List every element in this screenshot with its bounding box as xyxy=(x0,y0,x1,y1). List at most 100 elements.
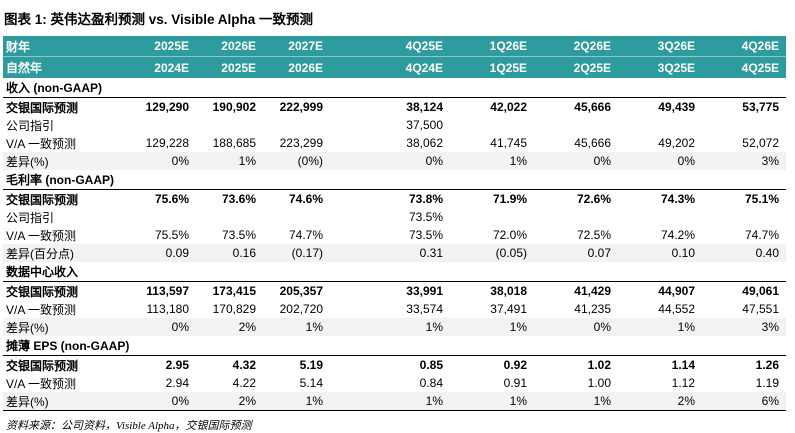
table-row: 交银国际预测 113,597 173,415 205,357 33,991 38,018 4… xyxy=(3,282,786,300)
value-cell: 0% xyxy=(593,154,611,168)
value-cell: 0% xyxy=(425,154,443,168)
value-cell: 3Q25E xyxy=(657,60,695,75)
value-cell: 188,685 xyxy=(212,136,256,150)
section-title: 收入 (non-GAAP) xyxy=(6,81,102,95)
value-cell: 73.8% xyxy=(408,192,443,206)
value-cell: 5.14 xyxy=(299,376,323,390)
value-cell: 41,745 xyxy=(490,136,527,150)
value-cell: 2Q26E xyxy=(573,39,611,53)
value-cell: 74.7% xyxy=(744,228,779,242)
value-cell: 202,720 xyxy=(279,302,323,316)
value-cell: 0.40 xyxy=(755,246,779,260)
value-cell: 0.31 xyxy=(419,246,443,260)
value-cell: 2% xyxy=(238,394,256,408)
value-cell: 49,202 xyxy=(658,136,695,150)
section-title: 摊薄 EPS (non-GAAP) xyxy=(6,339,130,353)
forecast-table: 财年 2025E 2026E 2027E 4Q25E 1Q26E 2Q26E 3Q26E 4Q2… xyxy=(3,36,786,411)
value-cell: 3% xyxy=(761,320,779,334)
value-cell: 2026E xyxy=(221,39,256,53)
value-cell: 0.07 xyxy=(587,246,611,260)
figure-title: 图表 1: 英伟达盈利预测 vs. Visible Alpha 一致预测 xyxy=(4,12,314,27)
table-row-label: 差异(%) xyxy=(6,154,49,169)
table-row: 公司指引 37,500 xyxy=(3,116,786,134)
value-cell: 1% xyxy=(425,320,443,334)
value-cell: 0.92 xyxy=(503,358,527,372)
value-cell: 0.84 xyxy=(419,376,443,390)
value-cell: 73.5% xyxy=(408,210,443,224)
value-cell: 41,235 xyxy=(574,302,611,316)
value-cell: 42,022 xyxy=(490,100,527,114)
table-row: 差异(%) 0% 1% (0%) 0% 1% 0% 0% 3% xyxy=(3,152,786,170)
value-cell: 1% xyxy=(305,320,323,334)
value-cell: 223,299 xyxy=(279,136,323,150)
value-cell: 1.14 xyxy=(671,358,695,372)
value-cell: 2024E xyxy=(154,60,189,75)
value-cell: 45,666 xyxy=(574,100,611,114)
table-row: V/A 一致预测 129,228 188,685 223,299 38,062 41,74… xyxy=(3,134,786,152)
source-note: 资料来源：公司资料，Visible Alpha，交银国际预测 xyxy=(6,420,252,432)
value-cell: (0.05) xyxy=(495,246,527,260)
value-cell: 75.5% xyxy=(154,228,189,242)
value-cell: 74.3% xyxy=(660,192,695,206)
value-cell: 0% xyxy=(171,394,189,408)
table-row-label: 交银国际预测 xyxy=(6,192,79,207)
value-cell: 205,357 xyxy=(279,284,323,298)
value-cell: 0.09 xyxy=(165,246,189,260)
value-cell: 1Q25E xyxy=(489,60,527,75)
section-title: 数据中心收入 xyxy=(6,265,79,279)
value-cell: (0%) xyxy=(297,154,323,168)
header-row: 财年 2025E 2026E 2027E 4Q25E 1Q26E 2Q26E 3Q26E 4Q2… xyxy=(3,36,786,57)
table-row-label: 公司指引 xyxy=(6,118,55,133)
value-cell: 38,018 xyxy=(490,284,527,298)
value-cell: 73.5% xyxy=(408,228,443,242)
value-cell: 4.32 xyxy=(232,358,256,372)
value-cell: 0.91 xyxy=(503,376,527,390)
value-cell: 74.6% xyxy=(288,192,323,206)
table-row-label: V/A 一致预测 xyxy=(6,228,77,243)
table-row-label: 差异(百分点) xyxy=(6,246,74,261)
section-header-row: 摊薄 EPS (non-GAAP) xyxy=(3,336,786,356)
value-cell: 75.6% xyxy=(154,192,189,206)
section-header-row: 数据中心收入 xyxy=(3,262,786,282)
value-cell: 1% xyxy=(677,320,695,334)
value-cell: 1% xyxy=(509,154,527,168)
value-cell: 0.10 xyxy=(671,246,695,260)
value-cell: 0% xyxy=(677,154,695,168)
value-cell: 2.94 xyxy=(165,376,189,390)
value-cell: 4.22 xyxy=(232,376,256,390)
value-cell: 38,062 xyxy=(406,136,443,150)
value-cell: 0% xyxy=(593,320,611,334)
value-cell: 4Q25E xyxy=(405,39,443,53)
table-row: V/A 一致预测 75.5% 73.5% 74.7% 73.5% 72.0% 72.5% 74… xyxy=(3,226,786,244)
value-cell: 74.2% xyxy=(660,228,695,242)
value-cell: 1.00 xyxy=(587,376,611,390)
value-cell: 5.19 xyxy=(299,358,323,372)
table-row: 交银国际预测 75.6% 73.6% 74.6% 73.8% 71.9% 72.6% 74.3… xyxy=(3,190,786,208)
table-row: 差异(百分点) 0.09 0.16 (0.17) 0.31 (0.05) 0.07 0.10 0… xyxy=(3,244,786,262)
value-cell: 2025E xyxy=(221,60,256,75)
value-cell: 38,124 xyxy=(406,100,443,114)
table-row-label: 交银国际预测 xyxy=(6,358,79,373)
value-cell: 113,597 xyxy=(146,284,189,298)
table-row-label: 交银国际预测 xyxy=(6,284,79,299)
value-cell: 2025E xyxy=(154,39,189,53)
table-row: V/A 一致预测 2.94 4.22 5.14 0.84 0.91 1.00 1.12 1.19 xyxy=(3,374,786,392)
value-cell: 44,552 xyxy=(658,302,695,316)
value-cell: 1% xyxy=(305,394,323,408)
value-cell: 2% xyxy=(238,320,256,334)
table-row-label: 差异(%) xyxy=(6,320,49,335)
header-row-label: 自然年 xyxy=(6,61,43,75)
table-row-label: 公司指引 xyxy=(6,210,55,225)
value-cell: 72.5% xyxy=(576,228,611,242)
value-cell: 222,999 xyxy=(279,100,323,114)
value-cell: 0% xyxy=(171,154,189,168)
value-cell: 47,551 xyxy=(742,302,779,316)
value-cell: 3% xyxy=(761,154,779,168)
value-cell: 37,491 xyxy=(490,302,527,316)
value-cell: 0.85 xyxy=(419,358,443,372)
section-header-row: 毛利率 (non-GAAP) xyxy=(3,170,786,190)
value-cell: 49,061 xyxy=(742,284,779,298)
value-cell: 0% xyxy=(171,320,189,334)
value-cell: 52,072 xyxy=(742,136,779,150)
